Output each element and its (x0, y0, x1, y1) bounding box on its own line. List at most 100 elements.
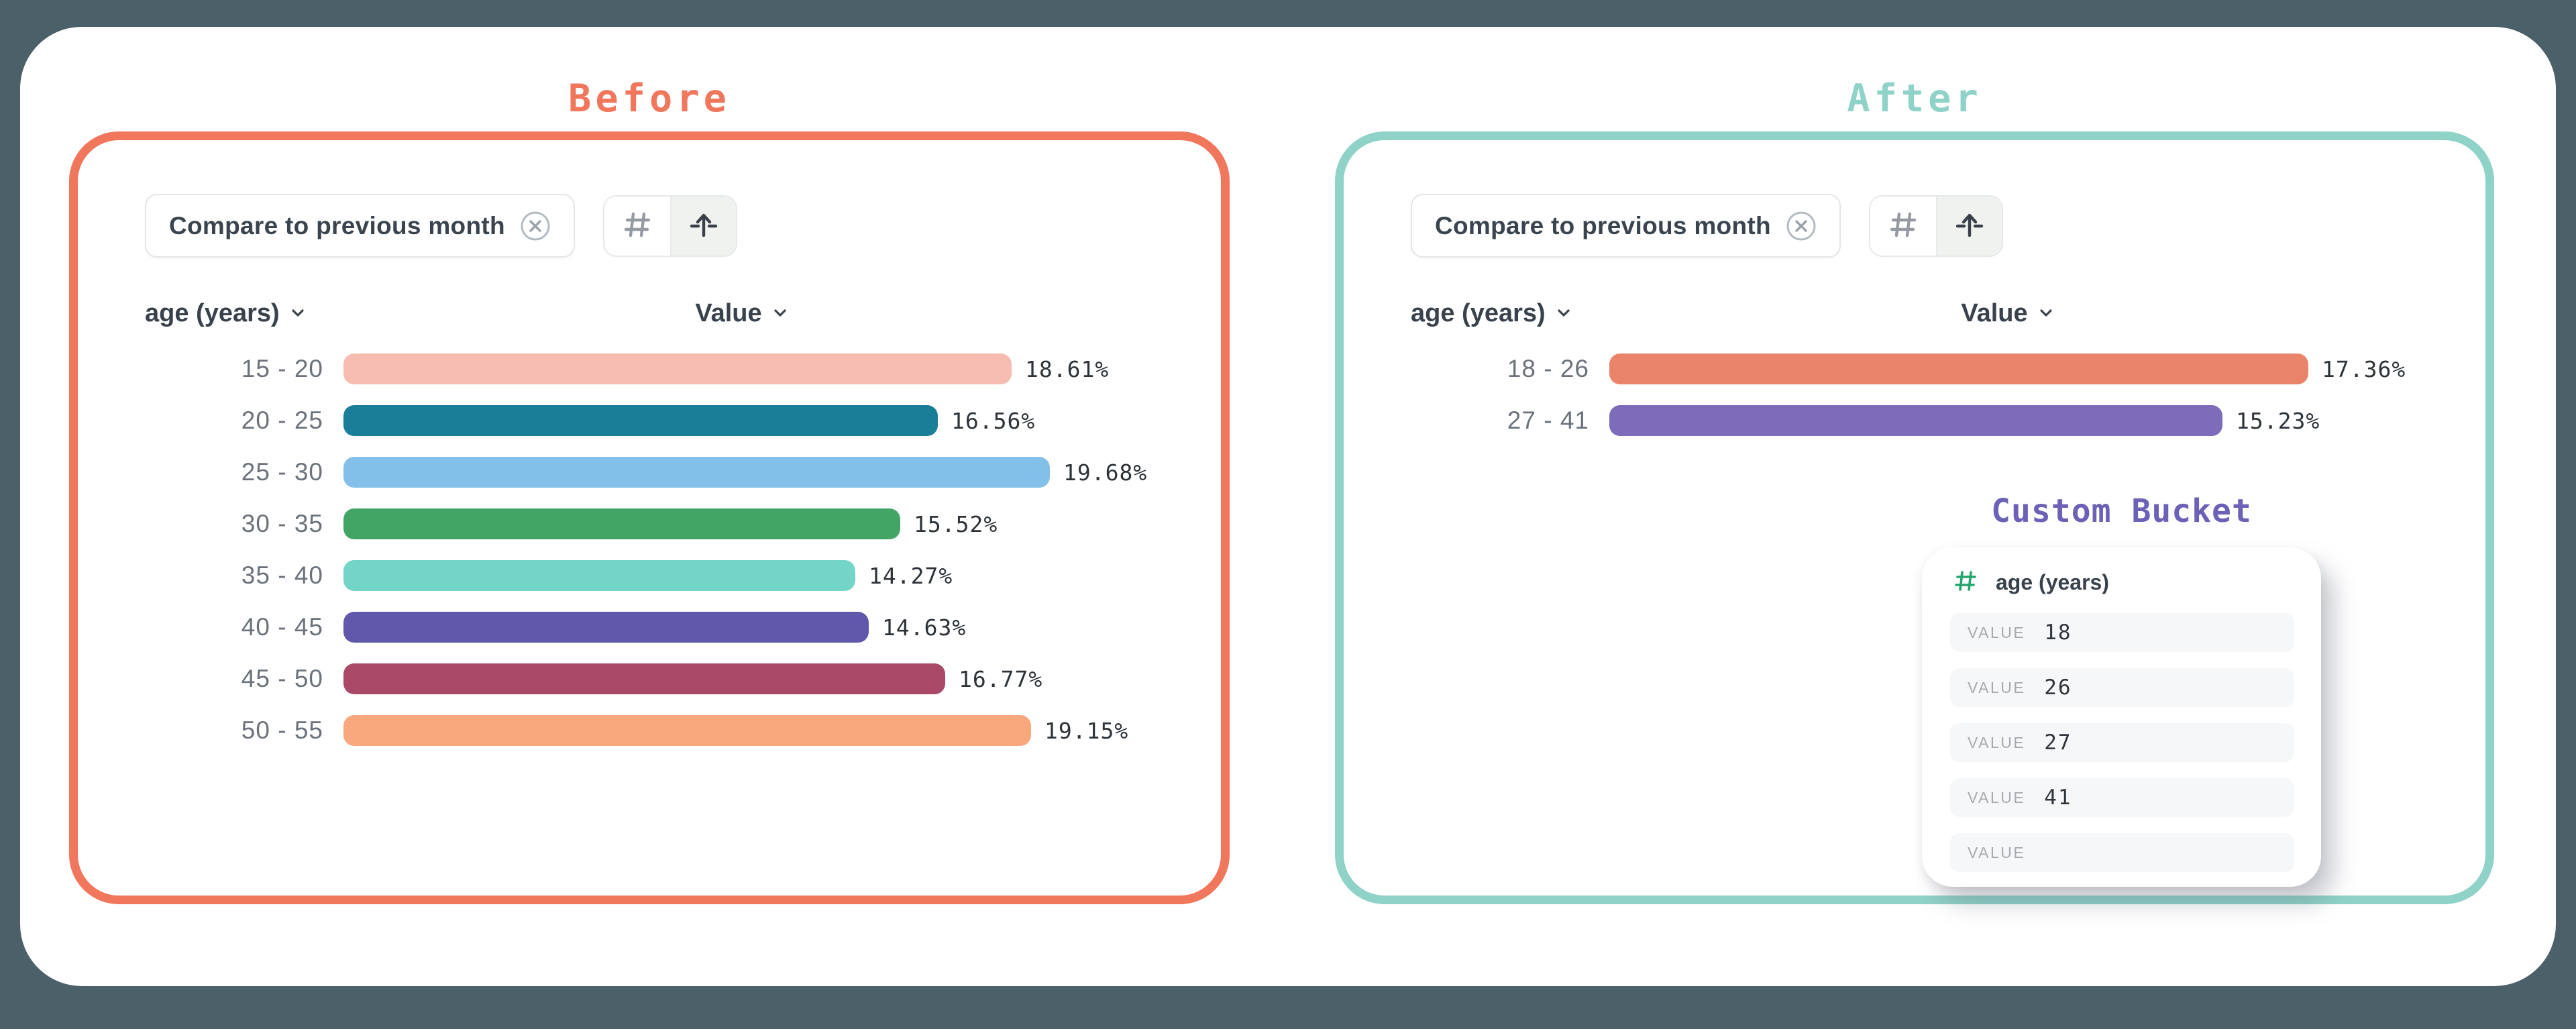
custom-bucket-section: Custom Bucket age (years) VALUE 18 VALUE 26… (1922, 492, 2321, 887)
dimension-header-label: age (years) (145, 299, 280, 327)
bucket-value-input[interactable]: VALUE 41 (1950, 778, 2294, 817)
custom-bucket-title: Custom Bucket (1991, 492, 2252, 530)
value-bar[interactable] (343, 508, 900, 539)
measure-header-label: Value (695, 299, 762, 327)
before-title: Before (568, 76, 731, 121)
category-label: 40 - 45 (241, 613, 323, 641)
bucket-value-label: VALUE (1968, 733, 2026, 751)
value-label: 15.23% (2236, 407, 2320, 434)
measure-header-label: Value (1961, 299, 2028, 327)
before-controls-row: Compare to previous month (145, 194, 1187, 258)
bucket-value-label: VALUE (1968, 623, 2026, 641)
circle-x-icon[interactable] (520, 211, 551, 241)
value-bar[interactable] (343, 560, 855, 591)
chart-row: 45 - 50 16.77% (145, 663, 1187, 694)
category-label: 25 - 30 (241, 458, 323, 486)
before-chart-rows: 15 - 20 18.61% 20 - 25 16.56% 25 - 30 19.68% 3… (145, 354, 1187, 746)
display-mode-toggle (602, 195, 737, 257)
filter-chip[interactable]: Compare to previous month (1411, 194, 1841, 258)
category-label: 20 - 25 (241, 407, 323, 434)
chart-row: 35 - 40 14.27% (145, 560, 1187, 591)
bucket-value-number: 26 (2044, 675, 2072, 700)
after-section: After Compare to previous month (1335, 27, 2494, 904)
category-label: 18 - 26 (1507, 355, 1589, 382)
value-label: 16.77% (959, 665, 1043, 692)
category-label: 15 - 20 (241, 355, 323, 382)
align-top-arrow-icon (1953, 209, 1986, 243)
chart-row: 40 - 45 14.63% (145, 612, 1187, 643)
chart-row: 20 - 25 16.56% (145, 405, 1187, 436)
custom-bucket-rows: VALUE 18 VALUE 26 VALUE 27 VALUE 41 VALUE (1950, 613, 2294, 872)
value-bar[interactable] (343, 405, 938, 436)
chart-row: 27 - 41 15.23% (1411, 405, 2452, 436)
before-section: Before Compare to previous month (69, 27, 1230, 904)
hash-grid-button[interactable] (1870, 196, 1936, 256)
value-label: 14.27% (869, 562, 953, 589)
chevron-down-icon (2037, 299, 2055, 328)
filter-chip-label: Compare to previous month (169, 211, 505, 239)
value-bar[interactable] (343, 663, 945, 694)
hash-icon (1953, 568, 1978, 597)
category-label: 27 - 41 (1507, 407, 1589, 434)
before-panel: Compare to previous month (69, 131, 1230, 904)
value-bar[interactable] (343, 457, 1050, 488)
align-top-arrow-icon (688, 209, 720, 243)
chart-row: 15 - 20 18.61% (145, 354, 1187, 384)
value-bar[interactable] (1609, 354, 2308, 384)
bucket-value-number: 27 (2044, 730, 2072, 755)
after-title: After (1847, 76, 1982, 121)
value-bar[interactable] (343, 715, 1031, 746)
chevron-down-icon (1555, 299, 1572, 328)
bucket-value-label: VALUE (1968, 843, 2026, 861)
display-mode-toggle (1868, 195, 2003, 257)
hash-grid-button[interactable] (604, 196, 670, 256)
category-label: 45 - 50 (241, 665, 323, 692)
value-bar[interactable] (343, 354, 1012, 384)
bucket-value-label: VALUE (1968, 678, 2026, 696)
value-label: 15.52% (914, 510, 998, 537)
value-label: 17.36% (2322, 356, 2406, 382)
custom-bucket-field[interactable]: age (years) (1953, 567, 2294, 597)
hash-grid-icon (622, 209, 653, 242)
align-top-button[interactable] (669, 196, 736, 256)
custom-bucket-field-label: age (years) (1996, 570, 2109, 594)
bucket-value-input[interactable]: VALUE 26 (1950, 668, 2294, 707)
chart-row: 50 - 55 19.15% (145, 715, 1187, 746)
main-card: Before Compare to previous month (20, 27, 2556, 986)
chevron-down-icon (289, 299, 307, 328)
after-chart-rows: 18 - 26 17.36% 27 - 41 15.23% (1411, 354, 2452, 436)
filter-chip[interactable]: Compare to previous month (145, 194, 575, 258)
value-label: 16.56% (951, 407, 1036, 434)
bucket-value-input[interactable]: VALUE (1950, 833, 2294, 872)
category-label: 30 - 35 (241, 510, 323, 537)
chart-row: 18 - 26 17.36% (1411, 354, 2452, 384)
value-label: 19.68% (1063, 459, 1148, 486)
bucket-value-number: 41 (2044, 786, 2072, 810)
before-table-header: age (years) Value (145, 299, 1187, 331)
filter-chip-label: Compare to previous month (1435, 211, 1771, 239)
value-bar[interactable] (1609, 405, 2222, 436)
value-bar[interactable] (343, 612, 869, 643)
after-table-header: age (years) Value (1411, 299, 2452, 331)
after-controls-row: Compare to previous month (1411, 194, 2452, 258)
dimension-header[interactable]: age (years) (1411, 299, 1572, 328)
custom-bucket-popup: age (years) VALUE 18 VALUE 26 VALUE 27 VALUE 41… (1922, 547, 2321, 887)
bucket-value-input[interactable]: VALUE 18 (1950, 613, 2294, 652)
chart-row: 25 - 30 19.68% (145, 457, 1187, 488)
chart-row: 30 - 35 15.52% (145, 508, 1187, 539)
after-panel: Compare to previous month (1335, 131, 2494, 904)
hash-grid-icon (1888, 209, 1919, 242)
dimension-header[interactable]: age (years) (145, 299, 307, 328)
category-label: 35 - 40 (241, 561, 323, 589)
align-top-button[interactable] (1935, 196, 2002, 256)
measure-header[interactable]: Value (1907, 299, 2108, 328)
measure-header[interactable]: Value (641, 299, 843, 328)
value-label: 19.15% (1044, 717, 1129, 744)
circle-x-icon[interactable] (1786, 211, 1817, 241)
bucket-value-input[interactable]: VALUE 27 (1950, 723, 2294, 762)
dimension-header-label: age (years) (1411, 299, 1546, 327)
value-label: 18.61% (1025, 356, 1110, 382)
category-label: 50 - 55 (241, 716, 323, 744)
chevron-down-icon (771, 299, 789, 328)
bucket-value-label: VALUE (1968, 788, 2026, 806)
